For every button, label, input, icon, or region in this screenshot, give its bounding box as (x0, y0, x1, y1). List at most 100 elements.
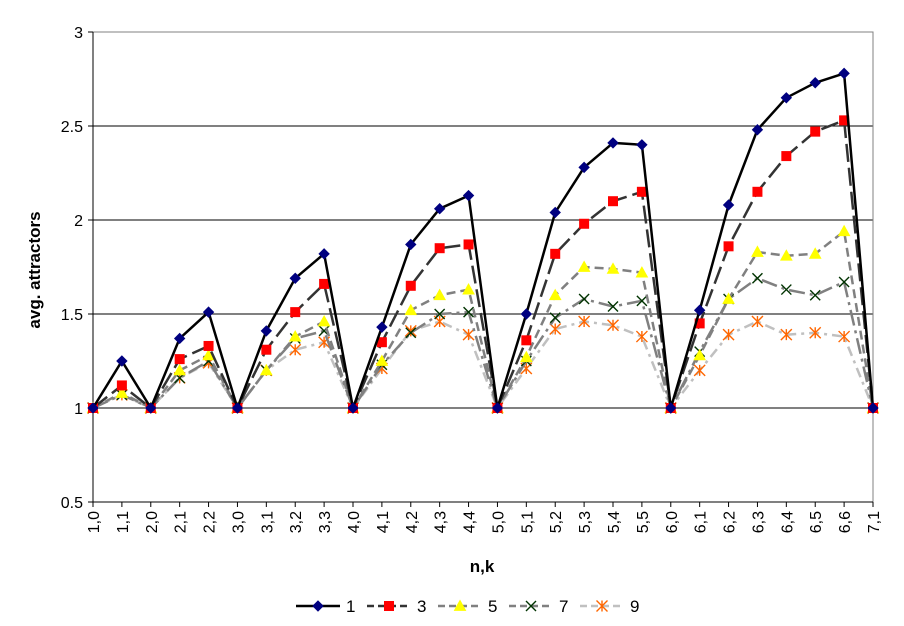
series-1-point (809, 77, 821, 89)
series-3-point (752, 186, 763, 197)
series-5-point (548, 288, 562, 301)
series-5-point (837, 224, 851, 237)
x-tick-label: 3,2 (288, 511, 305, 533)
legend-marker (312, 600, 324, 612)
series-9-point (751, 315, 764, 328)
series-7-point (751, 272, 763, 284)
series-7-point (607, 300, 619, 312)
x-tick-label: 6,3 (750, 511, 767, 533)
series-7-point (636, 295, 648, 307)
gridlines (93, 31, 873, 503)
series-3-point (116, 380, 127, 391)
series-5-point (606, 262, 620, 274)
series-3-point (203, 340, 214, 351)
series-1-point (433, 203, 446, 215)
series-5-point (577, 260, 591, 272)
series-9-point (780, 328, 793, 341)
series-1-point (665, 402, 677, 414)
legend-item-7: 7 (509, 597, 568, 616)
series-3-point (290, 307, 301, 318)
series-3-point (781, 151, 792, 162)
x-tick-label: 6,2 (722, 511, 739, 533)
legend-item-1: 1 (296, 597, 355, 616)
series-1-point (549, 206, 561, 219)
x-axis-ticks: 1,0 1,1 2,0 2,1 2,2 3,0 3,1 3,2 3,3 4,0 4,1 4,2 4,3 4… (86, 502, 883, 533)
legend-label: 7 (559, 597, 568, 616)
legend-label: 3 (417, 597, 426, 616)
series-3-line (92, 119, 875, 410)
x-tick-label: 3,1 (259, 511, 276, 533)
legend-marker (596, 600, 608, 612)
series-3-point (405, 280, 416, 291)
series-1-point (405, 238, 417, 251)
x-tick-label: 4,2 (404, 511, 421, 533)
y-tick-label: 3 (74, 25, 83, 42)
x-tick-label: 6,4 (779, 511, 796, 533)
x-tick-label: 6,1 (693, 511, 710, 533)
series-1-point (260, 325, 273, 337)
x-tick-label: 5,2 (548, 511, 565, 533)
x-tick-label: 5,5 (635, 511, 652, 533)
x-tick-label: 4,3 (433, 511, 450, 533)
series-1-point (751, 124, 764, 136)
series-9-point (838, 330, 851, 343)
series-3-point (723, 241, 734, 252)
series-5-point (288, 330, 302, 342)
series-3 (88, 115, 878, 413)
x-tick-label: 5,4 (606, 511, 623, 533)
series-9-point (635, 330, 648, 343)
series-1-point (462, 189, 475, 202)
series-3-point (810, 126, 821, 137)
series-1-point (520, 308, 533, 320)
legend-label: 1 (346, 597, 355, 616)
series-3-point (550, 248, 561, 259)
series-5-point (173, 363, 187, 376)
series-5-point (751, 245, 764, 257)
series-3-point (579, 218, 590, 229)
series-5-point (259, 363, 273, 376)
series-1-point (347, 402, 359, 414)
legend-marker (525, 600, 537, 612)
series-5-point (317, 314, 331, 327)
series-9-point (462, 328, 475, 341)
series-5-point (693, 348, 707, 361)
x-tick-label: 5,1 (519, 511, 536, 533)
x-tick-label: 2,2 (202, 511, 219, 533)
series-9-point (404, 324, 417, 337)
series-1-point (636, 139, 648, 151)
x-tick-label: 5,0 (490, 511, 507, 533)
x-tick-label: 6,0 (664, 511, 681, 533)
series-9-point (578, 315, 591, 328)
series-1-point (173, 332, 186, 345)
series-9-point (693, 364, 706, 377)
y-axis-ticks: 0.5 1 1.5 2 2.5 3 (61, 25, 873, 512)
series-1-point (376, 321, 388, 333)
series-5-point (808, 247, 822, 259)
series-1-point (607, 137, 619, 149)
y-axis-title: avg. attractors (25, 211, 44, 328)
series-5-point (635, 266, 649, 278)
series-9-point (722, 328, 735, 341)
x-tick-label: 1,0 (86, 511, 103, 533)
x-tick-label: 3,3 (317, 511, 334, 533)
legend-marker (453, 599, 467, 611)
series-3-point (261, 344, 272, 355)
series-1-point (116, 355, 128, 367)
series-3-point (636, 186, 647, 197)
x-tick-label: 6,5 (808, 511, 825, 533)
x-tick-label: 4,0 (346, 511, 363, 533)
x-tick-label: 1,1 (115, 511, 132, 533)
series-1-point (318, 248, 330, 260)
series-5-point (115, 386, 129, 398)
x-tick-label: 2,1 (173, 511, 190, 533)
series-7-point (463, 306, 475, 318)
y-tick-label: 2 (74, 213, 83, 230)
series-9-point (809, 326, 822, 339)
legend-marker (384, 601, 394, 611)
x-axis-title: n,k (470, 557, 495, 576)
series-7-point (549, 312, 561, 324)
legend: 1 3 5 7 9 (296, 597, 639, 616)
y-tick-label: 2.5 (61, 119, 83, 136)
series-3-point (174, 354, 185, 365)
